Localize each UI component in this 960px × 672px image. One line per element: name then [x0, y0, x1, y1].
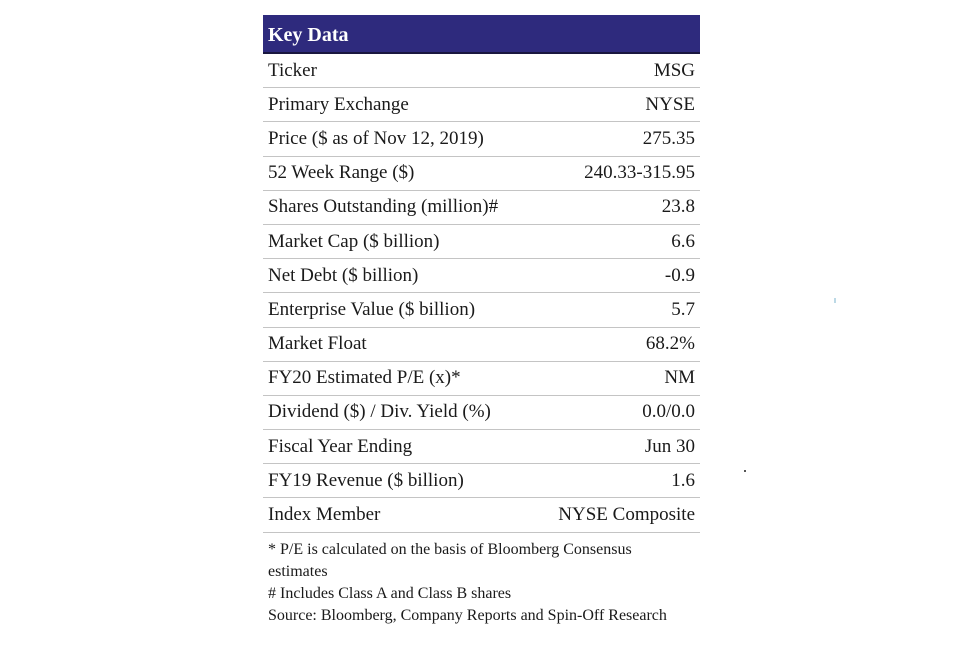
- table-row: Primary Exchange NYSE: [263, 88, 700, 123]
- table-row: Ticker MSG: [263, 54, 700, 89]
- row-label: Net Debt ($ billion): [268, 264, 419, 286]
- row-value: Jun 30: [644, 435, 695, 457]
- table-row: FY19 Revenue ($ billion) 1.6: [263, 464, 700, 499]
- table-row: Market Cap ($ billion) 6.6: [263, 225, 700, 260]
- table-row: Market Float 68.2%: [263, 328, 700, 362]
- row-label: Dividend ($) / Div. Yield (%): [268, 401, 491, 423]
- row-label: 52 Week Range ($): [268, 162, 415, 184]
- row-value: 68.2%: [645, 333, 695, 355]
- row-value: 240.33-315.95: [584, 162, 695, 184]
- row-value: 6.6: [671, 230, 695, 252]
- row-label: Price ($ as of Nov 12, 2019): [268, 127, 484, 149]
- key-data-table: Key Data Ticker MSG Primary Exchange NYS…: [263, 15, 700, 627]
- table-row: FY20 Estimated P/E (x)* NM: [263, 362, 700, 396]
- row-label: FY20 Estimated P/E (x)*: [268, 367, 461, 389]
- row-value: 5.7: [671, 298, 695, 320]
- row-label: Enterprise Value ($ billion): [268, 298, 476, 320]
- row-label: Ticker: [268, 59, 317, 81]
- pe-footnote: * P/E is calculated on the basis of Bloo…: [268, 540, 632, 580]
- row-value: NYSE Composite: [558, 504, 695, 526]
- table-row: Net Debt ($ billion) -0.9: [263, 259, 700, 294]
- row-value: 23.8: [661, 196, 695, 218]
- source-footnote: Source: Bloomberg, Company Reports and S…: [268, 606, 667, 624]
- row-label: Shares Outstanding (million)#: [268, 196, 499, 218]
- row-label: Market Cap ($ billion): [268, 230, 440, 252]
- row-value: -0.9: [664, 264, 695, 286]
- table-row: Index Member NYSE Composite: [263, 498, 700, 533]
- shares-footnote: # Includes Class A and Class B shares: [268, 584, 512, 602]
- row-label: Fiscal Year Ending: [268, 435, 413, 457]
- row-label: Primary Exchange: [268, 93, 409, 115]
- row-value: 275.35: [642, 127, 695, 149]
- scan-artifact: [744, 470, 746, 472]
- scan-artifact: [834, 298, 836, 303]
- row-label: Market Float: [268, 333, 367, 355]
- row-value: 1.6: [671, 469, 695, 491]
- footnotes: * P/E is calculated on the basis of Bloo…: [263, 533, 700, 627]
- row-value: NYSE: [645, 93, 695, 115]
- row-value: MSG: [653, 59, 695, 81]
- table-row: Fiscal Year Ending Jun 30: [263, 430, 700, 465]
- table-row: Shares Outstanding (million)# 23.8: [263, 191, 700, 225]
- row-label: FY19 Revenue ($ billion): [268, 469, 464, 491]
- table-row: Enterprise Value ($ billion) 5.7: [263, 293, 700, 328]
- table-row: 52 Week Range ($) 240.33-315.95: [263, 157, 700, 191]
- table-row: Dividend ($) / Div. Yield (%) 0.0/0.0: [263, 396, 700, 431]
- table-row: Price ($ as of Nov 12, 2019) 275.35: [263, 122, 700, 157]
- table-title: Key Data: [263, 15, 700, 54]
- row-value: NM: [664, 367, 695, 389]
- row-label: Index Member: [268, 504, 381, 526]
- row-value: 0.0/0.0: [642, 401, 695, 423]
